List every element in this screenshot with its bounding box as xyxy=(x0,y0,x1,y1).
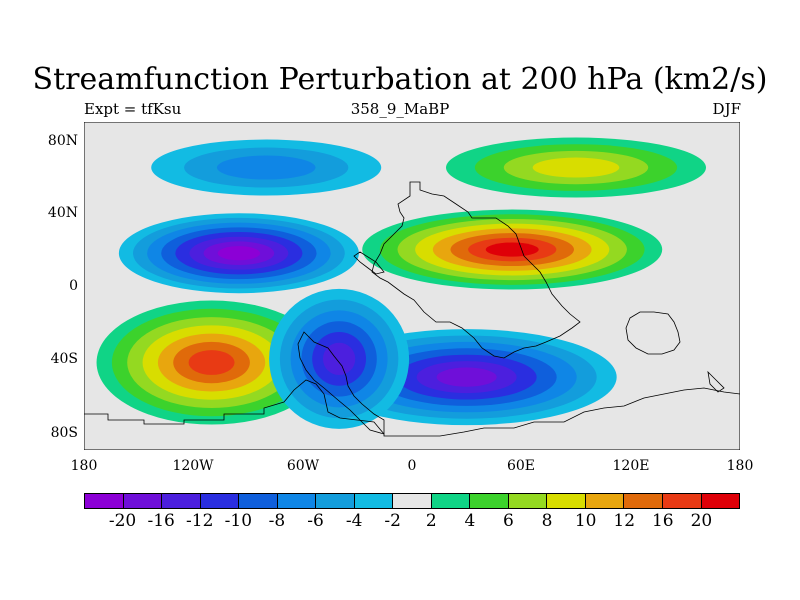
colorbar-swatch xyxy=(315,493,354,509)
lat-label-80n: 80N xyxy=(47,133,78,149)
lon-label-0: 0 xyxy=(407,458,417,474)
lon-label-180w: 180 xyxy=(70,458,98,474)
colorbar-swatch xyxy=(122,493,162,509)
experiment-label: Expt = tfKsu xyxy=(84,100,182,118)
lat-label-eq: 0 xyxy=(69,278,78,294)
colorbar-swatch xyxy=(161,493,200,509)
colorbar-swatch xyxy=(430,493,470,509)
colorbar-swatch xyxy=(584,493,624,509)
colorbar-tick-label: 8 xyxy=(541,511,553,531)
colorbar-swatch xyxy=(84,493,123,509)
coast-north-africa-eurasia xyxy=(371,181,581,359)
lon-label-120e: 120E xyxy=(612,458,650,474)
colorbar-tick-label: 20 xyxy=(690,511,713,531)
colorbar-tick-label: -8 xyxy=(268,511,286,531)
colorbar-tick-label: -2 xyxy=(384,511,401,531)
lon-label-60w: 60W xyxy=(286,458,320,474)
colorbar-swatch xyxy=(199,493,239,509)
colorbar-tick-label: -4 xyxy=(345,511,363,531)
lat-label-40s: 40S xyxy=(50,351,78,367)
streamfunction-map xyxy=(84,122,740,450)
coast-australia xyxy=(625,311,681,355)
lon-label-180e: 180 xyxy=(726,458,754,474)
contour-band xyxy=(436,367,497,387)
colorbar-swatch xyxy=(507,493,547,509)
contour-band xyxy=(485,242,539,257)
colorbar-swatch xyxy=(623,493,662,509)
lon-label-60e: 60E xyxy=(506,458,536,474)
colorbar-swatch xyxy=(238,493,277,509)
colorbar-tick-label: 16 xyxy=(651,511,674,531)
lat-label-80s: 80S xyxy=(50,425,78,441)
colorbar-tick-label: -16 xyxy=(147,511,175,531)
lat-label-40n: 40N xyxy=(47,205,78,221)
contour-band xyxy=(217,246,261,261)
colorbar-tick-label: 6 xyxy=(503,511,514,531)
coast-south-america xyxy=(297,331,385,435)
contour-band xyxy=(532,157,620,178)
coast-antarctica xyxy=(84,379,740,437)
colorbar-tick-label: -6 xyxy=(307,511,324,531)
season-label: DJF xyxy=(712,100,741,118)
coast-mexico xyxy=(353,251,385,275)
colorbar-swatch xyxy=(353,493,393,509)
continent-outlines xyxy=(84,181,740,437)
run-label: 358_9_MaBP xyxy=(350,100,450,118)
page-title: Streamfunction Perturbation at 200 hPa (… xyxy=(32,62,768,97)
colorbar-tick-label: 4 xyxy=(464,511,476,531)
colorbar-tick-label: -12 xyxy=(186,511,214,531)
lon-label-120w: 120W xyxy=(172,458,214,474)
contour-band xyxy=(216,155,316,180)
colorbar-swatch xyxy=(276,493,316,509)
colorbar-tick-label: -10 xyxy=(224,511,253,531)
colorbar-tick-label: 10 xyxy=(574,511,597,531)
colorbar-swatch xyxy=(392,493,431,509)
coast-new-zealand xyxy=(707,370,725,393)
colorbar-swatch xyxy=(661,493,701,509)
contour-field xyxy=(96,137,706,429)
contour-band xyxy=(188,350,235,375)
contour-band xyxy=(322,342,356,376)
colorbar-swatch xyxy=(469,493,508,509)
colorbar-tick-label: 12 xyxy=(613,511,636,531)
colorbar-tick-label: 2 xyxy=(425,511,437,531)
colorbar-tick-label: -20 xyxy=(108,511,137,531)
colorbar xyxy=(84,493,741,509)
colorbar-swatch xyxy=(546,493,585,509)
colorbar-swatch xyxy=(700,493,741,509)
